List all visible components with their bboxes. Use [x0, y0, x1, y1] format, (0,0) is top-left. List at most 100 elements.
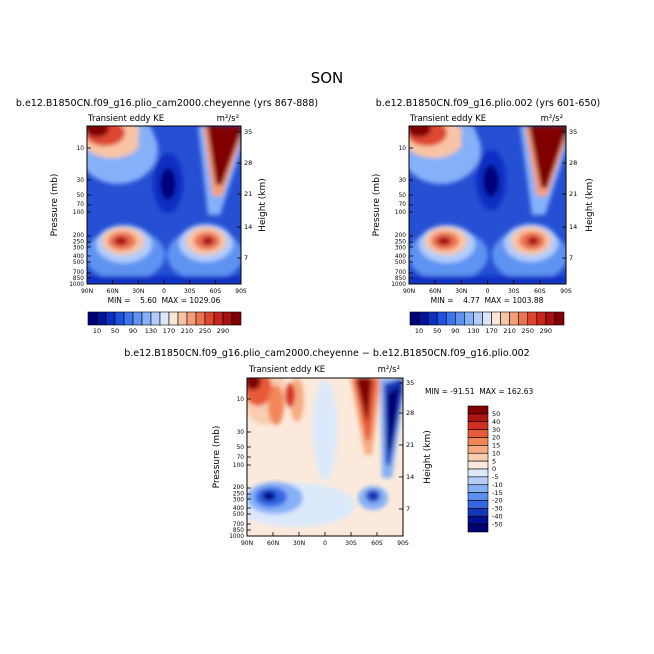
panel-a-title: b.e12.B1850CN.f09_g16.plio_cam2000.cheye…: [16, 98, 318, 109]
panel-b-height-labels: 35 28 21 14 7: [569, 128, 577, 262]
colorbar-label: 5: [492, 457, 496, 465]
y2-tick-label: 21: [569, 190, 577, 198]
colorbar-label: 210: [181, 327, 193, 335]
y-tick-label: 100: [73, 210, 84, 216]
y-tick-label: 70: [77, 202, 85, 208]
colorbar-label: 90: [451, 327, 459, 335]
panel-a-ylabel: Pressure (mb): [50, 174, 60, 237]
colorbar-swatch: [177, 311, 188, 326]
colorbar-swatch: [114, 311, 125, 326]
colorbar-swatch: [427, 311, 438, 326]
colorbar-label: 50: [492, 410, 500, 418]
colorbar-swatch: [545, 311, 556, 326]
x-tick-label: 90N: [241, 540, 253, 547]
colorbar-label: 170: [163, 327, 175, 335]
y2-tick-label: 21: [406, 441, 414, 449]
y-tick-label: 500: [233, 512, 244, 518]
colorbar-label: -5: [492, 473, 498, 481]
panel-b-colorbar: 10 50 90 130 170 210 250 290: [409, 311, 565, 335]
panel-b-ticks: [409, 131, 566, 285]
panel-b-ylabel: Pressure (mb): [372, 174, 382, 237]
x-tick-label: 90S: [235, 288, 247, 295]
figure-title: SON: [311, 69, 344, 87]
panel-b-lat-labels: 90N 60N 30N 0 30S 60S 90S: [403, 288, 572, 295]
y2-tick-label: 21: [244, 190, 252, 198]
y-tick-label: 10: [77, 146, 85, 152]
panel-c-ticks: [247, 382, 403, 537]
colorbar-swatch: [159, 311, 170, 326]
colorbar-swatch: [482, 311, 492, 326]
panel-a: b.e12.B1850CN.f09_g16.plio_cam2000.cheye…: [16, 98, 318, 335]
x-tick-label: 0: [162, 288, 166, 295]
y-tick-label: 100: [233, 463, 244, 469]
y-tick-label: 10: [399, 146, 407, 152]
colorbar-swatch: [518, 311, 529, 326]
panel-b-left-label: Transient eddy KE: [409, 114, 486, 124]
panel-c-units: m²/s²: [378, 365, 400, 375]
y-tick-label: 500: [395, 260, 406, 266]
y-tick-label: 850: [395, 276, 406, 282]
x-tick-label: 30S: [508, 288, 520, 295]
colorbar-label: 290: [540, 327, 552, 335]
y-tick-label: 200: [233, 485, 244, 491]
y-tick-label: 700: [233, 522, 244, 528]
colorbar-label: -50: [492, 520, 503, 528]
colorbar-swatch: [467, 523, 489, 533]
colorbar-label: 250: [199, 327, 211, 335]
colorbar-swatch: [204, 311, 215, 326]
colorbar-swatch: [150, 311, 161, 326]
colorbar-swatch: [467, 405, 489, 415]
panel-c-stats: MIN = -91.51 MAX = 162.63: [425, 387, 534, 396]
colorbar-swatch: [467, 500, 489, 509]
colorbar-label: -20: [492, 497, 503, 505]
panel-c: b.e12.B1850CN.f09_g16.plio_cam2000.cheye…: [124, 348, 533, 547]
colorbar-swatch: [467, 413, 489, 423]
colorbar-swatch: [186, 311, 197, 326]
y2-tick-label: 7: [569, 254, 573, 262]
y-tick-label: 500: [73, 260, 84, 266]
y-tick-label: 250: [395, 240, 406, 246]
panel-a-ticks: [87, 131, 241, 285]
y-tick-label: 200: [395, 233, 406, 239]
x-tick-label: 30S: [345, 540, 357, 547]
y-tick-label: 1000: [229, 534, 244, 540]
colorbar-label: 30: [492, 426, 500, 434]
colorbar-label: 90: [129, 327, 137, 335]
y2-tick-label: 7: [244, 254, 248, 262]
colorbar-swatch: [467, 492, 489, 501]
colorbar-swatch: [467, 508, 489, 517]
colorbar-swatch: [96, 311, 107, 326]
y-tick-label: 30: [399, 178, 407, 184]
y-tick-label: 70: [399, 202, 407, 208]
panel-b: b.e12.B1850CN.f09_g16.plio.002 (yrs 601-…: [372, 98, 600, 335]
x-tick-label: 90N: [81, 288, 93, 295]
colorbar-swatch: [467, 476, 489, 486]
colorbar-swatch: [467, 429, 489, 438]
colorbar-swatch: [132, 311, 143, 326]
y-tick-label: 250: [233, 492, 244, 498]
colorbar-swatch: [467, 437, 489, 446]
y2-tick-label: 28: [244, 159, 252, 167]
colorbar-label: 10: [93, 327, 101, 335]
y-tick-label: 300: [395, 246, 406, 252]
y-tick-label: 1000: [69, 282, 84, 288]
panel-a-y2label: Height (km): [258, 178, 268, 232]
x-tick-label: 30N: [132, 288, 144, 295]
colorbar-swatch: [231, 311, 242, 326]
x-tick-label: 90S: [560, 288, 572, 295]
colorbar-swatch: [473, 311, 483, 326]
x-tick-label: 60N: [107, 288, 119, 295]
panel-a-field: [87, 126, 241, 284]
colorbar-swatch: [454, 311, 465, 326]
colorbar-label: 130: [467, 327, 479, 335]
panel-a-stats: MIN = 5.60 MAX = 1029.06: [108, 296, 221, 305]
colorbar-swatch: [467, 484, 489, 493]
x-tick-label: 30N: [293, 540, 305, 547]
colorbar-swatch: [467, 452, 489, 462]
y2-tick-label: 28: [406, 409, 414, 417]
colorbar-swatch: [527, 311, 538, 326]
y2-tick-label: 14: [244, 223, 252, 231]
colorbar-swatch: [536, 311, 547, 326]
